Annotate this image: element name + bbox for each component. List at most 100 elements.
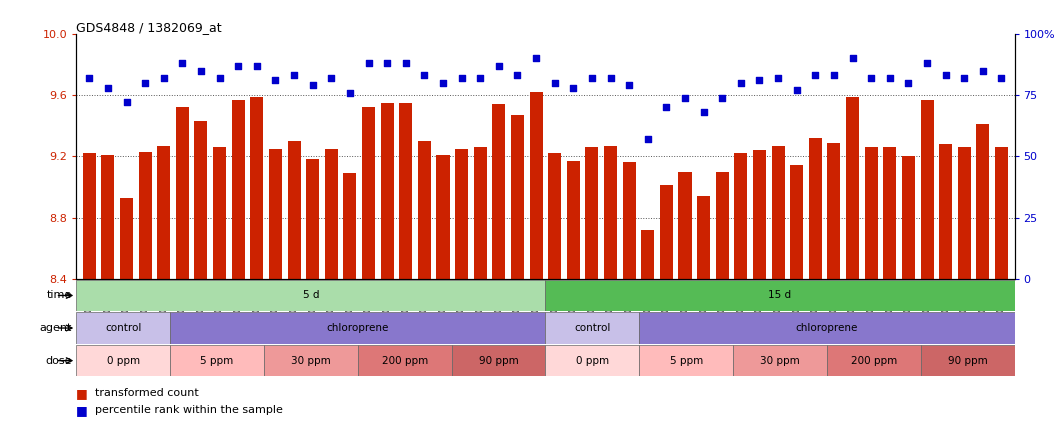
Text: 5 d: 5 d <box>303 291 319 300</box>
Bar <box>549 153 561 279</box>
Point <box>770 74 787 81</box>
Text: 5 ppm: 5 ppm <box>200 356 234 365</box>
Point <box>621 82 638 89</box>
Text: 0 ppm: 0 ppm <box>107 356 140 365</box>
Bar <box>920 100 934 279</box>
Bar <box>530 92 542 279</box>
Bar <box>83 153 95 279</box>
Bar <box>957 147 971 279</box>
Text: chloroprene: chloroprene <box>795 323 858 333</box>
Point <box>304 82 321 89</box>
Point <box>825 72 842 79</box>
Bar <box>343 173 357 279</box>
Bar <box>660 185 672 279</box>
Bar <box>640 312 1015 344</box>
Bar <box>642 230 654 279</box>
Point <box>881 74 898 81</box>
Point <box>286 72 303 79</box>
Point <box>193 67 210 74</box>
Bar <box>772 146 785 279</box>
Point <box>527 55 544 62</box>
Text: time: time <box>47 291 72 300</box>
Bar <box>604 146 617 279</box>
Point <box>807 72 824 79</box>
Bar <box>939 144 952 279</box>
Bar <box>640 345 733 376</box>
Point <box>453 74 470 81</box>
Point <box>509 72 526 79</box>
Bar <box>920 345 1015 376</box>
Text: ■: ■ <box>76 387 88 400</box>
Bar <box>76 345 170 376</box>
Point <box>714 94 731 101</box>
Point <box>490 62 507 69</box>
Bar <box>288 141 301 279</box>
Point <box>471 74 488 81</box>
Bar <box>545 312 640 344</box>
Point <box>603 74 620 81</box>
Point <box>80 74 97 81</box>
Text: agent: agent <box>39 323 72 333</box>
Bar <box>380 103 394 279</box>
Text: dose: dose <box>46 356 72 365</box>
Text: transformed count: transformed count <box>95 388 199 398</box>
Point <box>156 74 173 81</box>
Text: control: control <box>105 323 141 333</box>
Bar <box>846 96 859 279</box>
Point <box>900 80 917 86</box>
Bar <box>827 345 920 376</box>
Bar <box>451 345 545 376</box>
Point <box>341 89 358 96</box>
Bar <box>76 280 545 311</box>
Point <box>416 72 433 79</box>
Text: 0 ppm: 0 ppm <box>576 356 609 365</box>
Bar <box>864 147 878 279</box>
Point <box>918 60 935 66</box>
Text: 30 ppm: 30 ppm <box>291 356 330 365</box>
Bar <box>753 150 766 279</box>
Point <box>733 80 750 86</box>
Point <box>379 60 396 66</box>
Point <box>360 60 377 66</box>
Bar <box>418 141 431 279</box>
Bar <box>176 107 189 279</box>
Bar <box>76 312 170 344</box>
Point <box>267 77 284 84</box>
Point <box>230 62 247 69</box>
Bar <box>232 100 245 279</box>
Bar <box>790 165 803 279</box>
Point <box>323 74 340 81</box>
Point <box>564 84 581 91</box>
Point <box>397 60 414 66</box>
Bar <box>567 161 580 279</box>
Bar <box>492 104 505 279</box>
Bar <box>545 345 640 376</box>
Point <box>174 60 191 66</box>
Bar <box>399 103 412 279</box>
Bar <box>102 155 114 279</box>
Point <box>751 77 768 84</box>
Bar <box>716 172 729 279</box>
Text: GDS4848 / 1382069_at: GDS4848 / 1382069_at <box>76 21 222 34</box>
Text: chloroprene: chloroprene <box>326 323 389 333</box>
Bar <box>170 345 264 376</box>
Point <box>677 94 694 101</box>
Point <box>658 104 675 111</box>
Point <box>118 99 134 106</box>
Bar <box>995 147 1008 279</box>
Bar <box>195 121 208 279</box>
Point <box>937 72 954 79</box>
Bar <box>586 147 598 279</box>
Point <box>434 80 451 86</box>
Point <box>249 62 266 69</box>
Point <box>640 136 657 143</box>
Text: 90 ppm: 90 ppm <box>479 356 518 365</box>
Text: 30 ppm: 30 ppm <box>760 356 800 365</box>
Bar <box>139 152 151 279</box>
Bar <box>827 143 841 279</box>
Bar <box>697 196 711 279</box>
Bar <box>473 147 487 279</box>
Bar <box>510 115 524 279</box>
Point <box>974 67 991 74</box>
Bar <box>809 138 822 279</box>
